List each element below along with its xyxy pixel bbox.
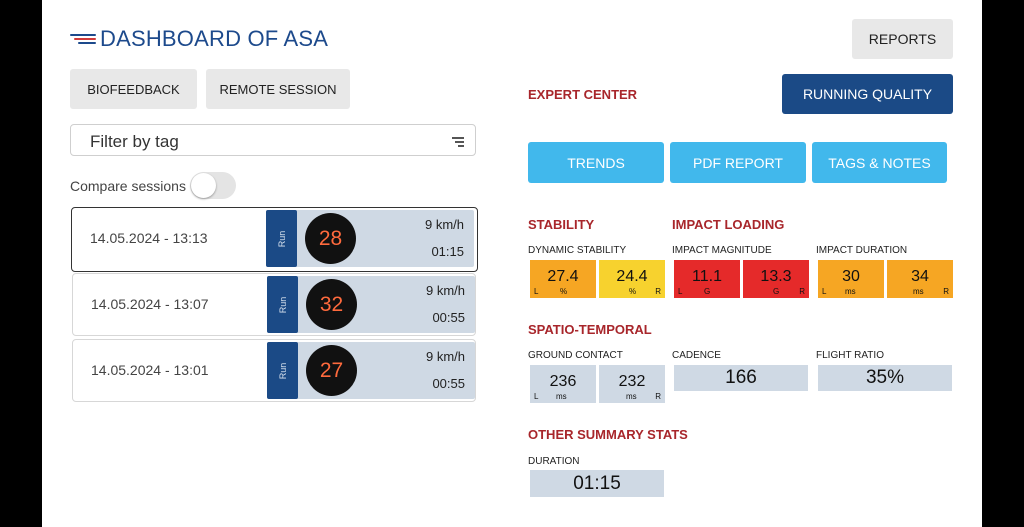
session-speed: 9 km/h [425, 349, 465, 364]
flight-ratio-tile: 35% [818, 365, 952, 391]
session-summary-panel: Run 32 9 km/h 00:55 [267, 276, 475, 333]
metric-value: 13.3 [760, 268, 792, 285]
filter-icon [452, 137, 464, 147]
flight-ratio-label: FLIGHT RATIO [816, 350, 884, 361]
impact-duration-left-tile: 30 L ms [818, 260, 884, 298]
session-duration: 00:55 [432, 310, 465, 325]
session-summary-panel: Run 27 9 km/h 00:55 [267, 342, 475, 399]
impact-magnitude-left-tile: 11.1 L G [674, 260, 740, 298]
session-tag[interactable]: Run [267, 276, 298, 333]
unit-label: ms [626, 392, 637, 401]
duration-label: DURATION [528, 456, 580, 467]
session-score: 32 [306, 279, 357, 330]
session-duration: 00:55 [432, 376, 465, 391]
session-card[interactable]: 14.05.2024 - 13:07 Run 32 9 km/h 00:55 [72, 273, 476, 336]
ground-contact-left-tile: 236 L ms [530, 365, 596, 403]
unit-label: G [704, 287, 711, 296]
impact-magnitude-right-tile: 13.3 G R [743, 260, 809, 298]
session-date: 14.05.2024 - 13:01 [91, 362, 209, 378]
impact-magnitude-label: IMPACT MAGNITUDE [672, 245, 772, 256]
trends-button[interactable]: TRENDS [528, 142, 664, 183]
session-tag[interactable]: Run [266, 210, 297, 267]
unit-label: ms [845, 287, 856, 296]
unit-label: % [629, 287, 637, 296]
dynamic-stability-label: DYNAMIC STABILITY [528, 245, 627, 256]
impact-duration-label: IMPACT DURATION [816, 245, 908, 256]
session-card[interactable]: 14.05.2024 - 13:01 Run 27 9 km/h 00:55 [72, 339, 476, 402]
session-tag-label: Run [277, 296, 288, 313]
session-duration: 01:15 [431, 244, 464, 259]
biofeedback-button[interactable]: BIOFEEDBACK [70, 69, 197, 109]
tags-notes-button[interactable]: TAGS & NOTES [812, 142, 947, 183]
stability-heading: STABILITY [528, 217, 595, 232]
session-score: 28 [305, 213, 356, 264]
session-date: 14.05.2024 - 13:07 [91, 296, 209, 312]
dynamic-stability-left-tile: 27.4 L % [530, 260, 596, 298]
metric-value: 30 [842, 268, 860, 285]
reports-button[interactable]: REPORTS [852, 19, 953, 59]
metric-value: 11.1 [692, 268, 722, 285]
metric-value: 35% [865, 367, 905, 388]
duration-tile: 01:15 [530, 470, 664, 497]
unit-label: ms [913, 287, 924, 296]
session-card[interactable]: 14.05.2024 - 13:13 Run 28 9 km/h 01:15 [71, 207, 478, 272]
session-tag-label: Run [276, 230, 287, 247]
other-summary-heading: OTHER SUMMARY STATS [528, 427, 688, 442]
impact-duration-right-tile: 34 ms R [887, 260, 953, 298]
session-tag-label: Run [277, 362, 288, 379]
unit-label: G [773, 287, 780, 296]
session-date: 14.05.2024 - 13:13 [90, 230, 208, 246]
tag-filter-select[interactable]: Filter by tag [70, 124, 476, 156]
cadence-tile: 166 [674, 365, 808, 391]
side-label: R [655, 287, 661, 296]
cadence-label: CADENCE [672, 350, 721, 361]
spatio-temporal-heading: SPATIO-TEMPORAL [528, 322, 652, 337]
metric-value: 34 [911, 268, 929, 285]
app-screen: DASHBOARD OF ASA REPORTS BIOFEEDBACK REM… [42, 0, 982, 527]
metric-value: 24.4 [616, 268, 648, 285]
pdf-report-button[interactable]: PDF REPORT [670, 142, 806, 183]
metric-value: 232 [618, 373, 646, 390]
remote-session-button[interactable]: REMOTE SESSION [206, 69, 350, 109]
impact-loading-heading: IMPACT LOADING [672, 217, 785, 232]
side-label: L [822, 287, 827, 296]
side-label: L [534, 392, 539, 401]
ground-contact-label: GROUND CONTACT [528, 350, 623, 361]
session-summary-panel: Run 28 9 km/h 01:15 [266, 210, 474, 267]
side-label: R [655, 392, 661, 401]
session-speed: 9 km/h [425, 283, 465, 298]
page-title: DASHBOARD OF ASA [100, 26, 329, 51]
logo-icon [70, 32, 96, 48]
toggle-knob [191, 173, 216, 198]
unit-label: % [560, 287, 568, 296]
compare-sessions-toggle[interactable] [190, 172, 236, 199]
dynamic-stability-right-tile: 24.4 % R [599, 260, 665, 298]
compare-sessions-label: Compare sessions [70, 178, 186, 194]
expert-center-heading: EXPERT CENTER [528, 87, 638, 102]
session-speed: 9 km/h [424, 217, 464, 232]
metric-value: 27.4 [547, 268, 579, 285]
session-tag[interactable]: Run [267, 342, 298, 399]
session-score: 27 [306, 345, 357, 396]
metric-value: 166 [725, 367, 757, 388]
side-label: L [678, 287, 683, 296]
side-label: L [534, 287, 539, 296]
unit-label: ms [556, 392, 567, 401]
running-quality-button[interactable]: RUNNING QUALITY [782, 74, 953, 114]
tag-filter-placeholder: Filter by tag [90, 132, 179, 151]
metric-value: 236 [549, 373, 577, 390]
side-label: R [943, 287, 949, 296]
ground-contact-right-tile: 232 ms R [599, 365, 665, 403]
side-label: R [799, 287, 805, 296]
metric-value: 01:15 [573, 472, 621, 494]
